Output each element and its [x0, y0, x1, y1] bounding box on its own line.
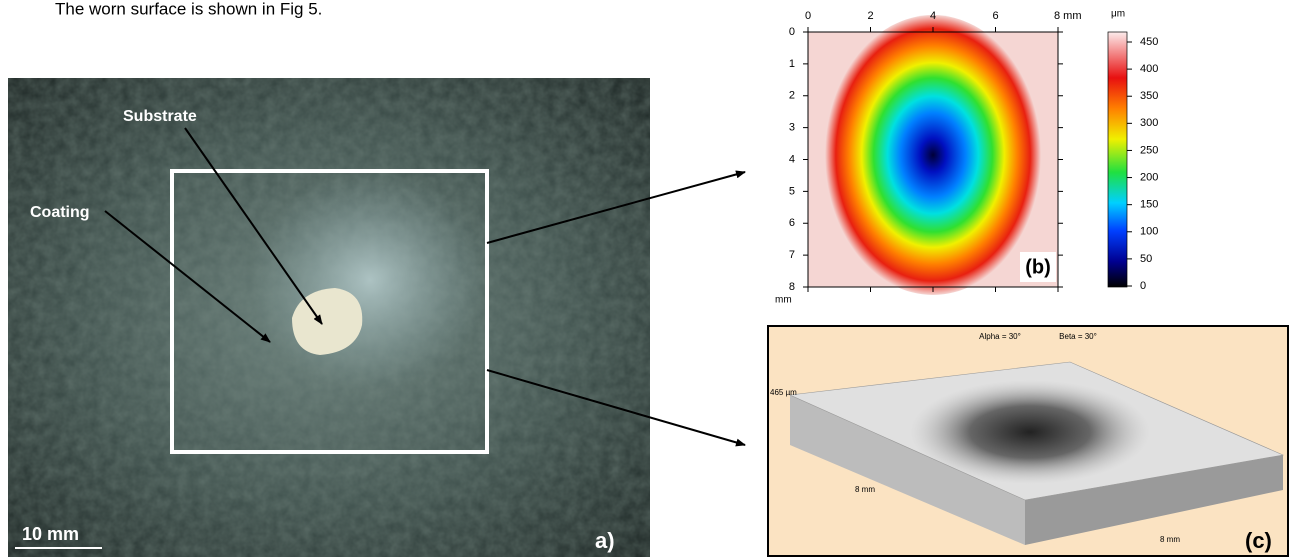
panel-c: Alpha = 30° Beta = 30° 465 µm 8 mm 8 mm … [768, 326, 1288, 556]
y-tick-label: 8 [789, 281, 795, 293]
x-tick-label: 8 mm [1054, 10, 1082, 22]
wear-crater [910, 380, 1150, 484]
y-tick-label: 7 [789, 249, 795, 261]
colorbar-tick-label: 50 [1140, 253, 1152, 265]
height-label: 465 µm [770, 388, 797, 397]
view-angle: Alpha = 30° [979, 332, 1021, 341]
y-tick-label: 0 [789, 26, 795, 38]
axis-unit: mm [775, 295, 792, 306]
panel-a: Substrate Coating 10 mm a) [8, 78, 650, 557]
height-map [825, 15, 1041, 295]
view-angle: Beta = 30° [1059, 332, 1097, 341]
y-tick-label: 4 [789, 153, 795, 165]
colorbar-unit: μm [1111, 9, 1125, 20]
colorbar-tick-label: 100 [1140, 226, 1158, 238]
annotation: Coating [30, 204, 90, 221]
x-tick-label: 2 [867, 10, 873, 22]
panel-tag: (c) [1245, 528, 1272, 553]
panel-b: (b) mm μm 0 2 4 6 8 mm 0 1 2 3 4 5 6 7 8 0 50 100 150 200 2… [775, 9, 1158, 306]
x-tick-label: 0 [805, 10, 811, 22]
axis-label: 8 mm [1160, 535, 1180, 544]
y-tick-label: 5 [789, 185, 795, 197]
colorbar-tick-label: 150 [1140, 199, 1158, 211]
scale-bar-label: 10 mm [22, 524, 79, 544]
y-tick-label: 1 [789, 58, 795, 70]
panel-tag: a) [595, 528, 615, 553]
y-tick-label: 2 [789, 90, 795, 102]
colorbar-tick-label: 400 [1140, 63, 1158, 75]
annotation: Substrate [123, 108, 197, 125]
y-tick-label: 6 [789, 217, 795, 229]
y-tick-label: 3 [789, 122, 795, 134]
colorbar-tick-label: 450 [1140, 36, 1158, 48]
worn-area [250, 170, 490, 390]
colorbar-tick-label: 350 [1140, 90, 1158, 102]
colorbar-tick-label: 0 [1140, 280, 1146, 292]
caption: The worn surface is shown in Fig 5. [55, 0, 322, 18]
colorbar [1108, 32, 1127, 287]
axis-label: 8 mm [855, 485, 875, 494]
x-tick-label: 6 [992, 10, 998, 22]
panel-tag: (b) [1025, 256, 1051, 278]
colorbar-tick-label: 200 [1140, 171, 1158, 183]
colorbar-tick-label: 250 [1140, 144, 1158, 156]
colorbar-tick-label: 300 [1140, 117, 1158, 129]
figure: The worn surface is shown in Fig 5. Subs… [0, 0, 1291, 557]
x-tick-label: 4 [930, 10, 936, 22]
